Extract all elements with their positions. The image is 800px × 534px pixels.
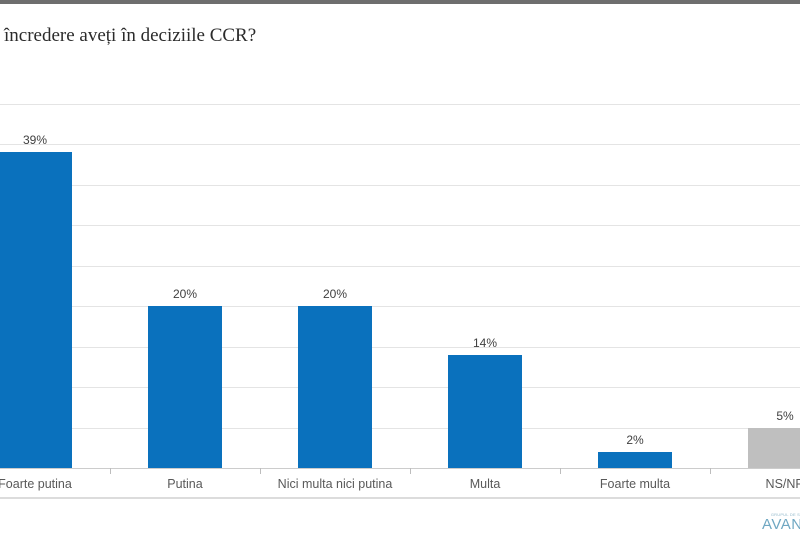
gridline: [0, 387, 800, 388]
x-axis-label-multa: Multa: [469, 477, 501, 491]
bar-value-label: 2%: [626, 432, 644, 447]
bar-value-label: 5%: [776, 408, 794, 423]
bar-nici-multa-nici-putina: [298, 306, 372, 468]
chart-bottom-border: [0, 497, 800, 499]
axis-tick: [410, 468, 411, 474]
bar-value-label: 20%: [322, 287, 348, 301]
logo-small-text: GRUPUL DE S: [770, 512, 800, 517]
bar-value-label: 20%: [172, 287, 198, 301]
chart-title: încredere aveți în deciziile CCR?: [4, 25, 257, 46]
axis-tick: [110, 468, 111, 474]
gridline: [0, 346, 800, 348]
gridline: [0, 184, 800, 186]
axis-tick: [260, 468, 261, 474]
bar-value-label: 39%: [22, 133, 48, 148]
gridline: [0, 265, 800, 267]
x-axis-label-foarte-multa: Foarte multa: [599, 477, 671, 491]
x-axis-label-foarte-putina: Foarte putina: [0, 477, 72, 491]
bar-ns-nr: [748, 427, 800, 468]
x-axis-line: [0, 468, 800, 469]
x-axis-label-putina: Putina: [167, 477, 203, 491]
avangarde-logo: GRUPUL DE S AVAN: [762, 512, 800, 534]
bar-value-label: 14%: [472, 335, 498, 350]
bar-foarte-multa: [598, 451, 672, 468]
gridline: [0, 427, 800, 429]
axis-tick: [560, 468, 561, 474]
window-top-edge: [0, 0, 800, 4]
axis-tick: [710, 468, 711, 474]
x-axis-label-ns-nr: NS/NR: [765, 477, 800, 491]
bar-multa: [448, 354, 522, 468]
gridline: [0, 225, 800, 226]
logo-wordmark: AVAN: [762, 516, 800, 533]
bar-foarte-putina: [0, 152, 72, 468]
gridline: [0, 144, 800, 145]
gridline: [0, 103, 800, 105]
bar-putina: [148, 306, 222, 468]
x-axis-label-nici-multa-nici-putina: Nici multa nici putina: [277, 477, 393, 491]
gridline: [0, 306, 800, 307]
